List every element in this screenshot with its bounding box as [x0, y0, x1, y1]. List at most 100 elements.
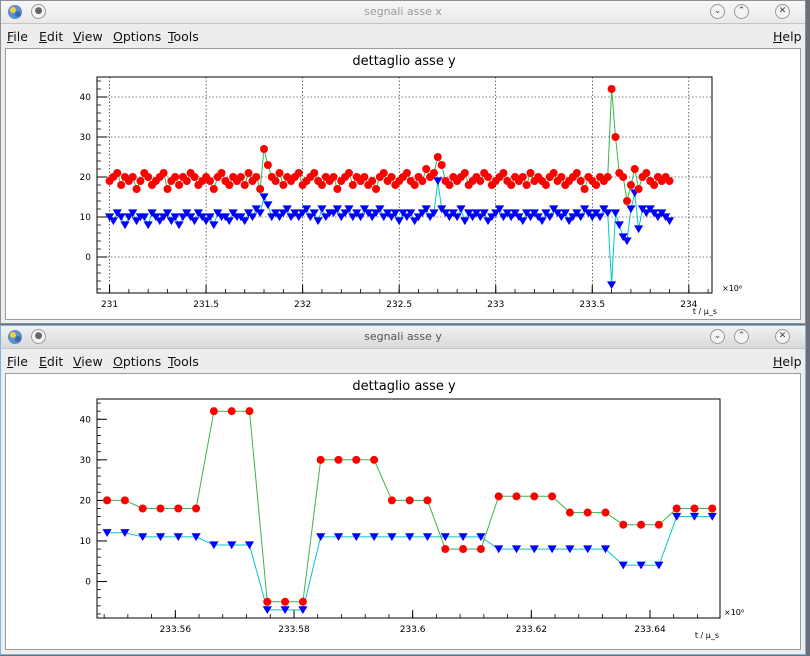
x-tick-label: 231 [101, 300, 118, 310]
blue-triangle [359, 205, 370, 214]
red-point [387, 496, 396, 505]
root-app-icon[interactable] [6, 3, 24, 21]
red-point [530, 492, 539, 501]
pin-icon[interactable]: ● [31, 4, 46, 19]
red-point [557, 173, 566, 181]
blue-triangle [116, 213, 126, 222]
red-point [128, 173, 137, 181]
red-point [159, 169, 168, 177]
blue-triangle [529, 209, 539, 218]
red-point [665, 177, 674, 185]
red-point [623, 197, 632, 205]
blue-triangle [440, 209, 451, 218]
window-title: segnali asse x [364, 5, 442, 18]
pin-icon[interactable]: ● [31, 329, 46, 344]
menu-edit[interactable]: Edit [39, 354, 64, 369]
red-point [252, 173, 261, 181]
blue-triangle [537, 217, 547, 226]
root-canvas[interactable]: dettaglio asse y 233.56 233.58 233.6 233.62… [5, 373, 801, 650]
chart-title: dettaglio asse y [352, 379, 456, 394]
blue-triangle [583, 209, 594, 218]
blue-triangle [247, 213, 258, 222]
red-point [136, 177, 145, 185]
blue-triangle [533, 213, 543, 222]
menu-edit[interactable]: Edit [39, 29, 64, 44]
blue-triangle [467, 213, 478, 222]
red-point [576, 177, 585, 185]
blue-triangle [112, 209, 122, 218]
menu-options[interactable]: Options [113, 29, 162, 44]
menu-view[interactable]: View [73, 354, 103, 369]
menu-tools[interactable]: Tools [168, 29, 199, 44]
blue-triangle [568, 213, 578, 222]
red-point [484, 173, 493, 181]
blue-triangle [124, 213, 134, 222]
red-point [441, 545, 450, 554]
blue-triangle [448, 209, 458, 218]
red-point [619, 520, 628, 529]
blue-triangle [579, 205, 590, 214]
x-tick-label: 231.5 [193, 300, 219, 310]
close-button[interactable]: ✕ [775, 4, 790, 19]
blue-triangle [405, 533, 415, 542]
maximize-button[interactable]: ⌃ [734, 4, 749, 19]
red-point [445, 181, 454, 189]
blue-triangle [576, 213, 586, 222]
menu-file[interactable]: File [7, 29, 28, 44]
red-point [522, 181, 531, 189]
red-point [476, 545, 485, 554]
blue-triangle [622, 237, 632, 246]
blue-triangle [340, 209, 350, 218]
y-tick-label: 10 [80, 537, 92, 547]
menu-tools[interactable]: Tools [168, 354, 199, 369]
chart-overview[interactable]: dettaglio asse y 231 231.5 232 232.5 233 233.… [6, 49, 802, 319]
y-tick-label: 40 [80, 415, 92, 425]
blue-triangle [386, 213, 397, 222]
blue-triangle [173, 533, 183, 542]
blue-triangle [425, 213, 435, 222]
red-point [281, 597, 290, 606]
red-point [138, 504, 147, 513]
blue-triangle [479, 209, 489, 218]
chart-detail[interactable]: dettaglio asse y 233.56 233.58 233.6 233.62… [6, 374, 802, 649]
red-point [370, 455, 379, 464]
blue-triangle [104, 213, 115, 222]
root-canvas[interactable]: dettaglio asse y 231 231.5 232 232.5 233 233.… [5, 48, 801, 320]
blue-triangle [301, 205, 312, 214]
root-app-icon[interactable] [6, 328, 24, 346]
blue-triangle [348, 213, 358, 222]
blue-triangle [317, 205, 327, 214]
minimize-button[interactable]: ⌄ [710, 329, 725, 344]
red-point [672, 504, 681, 513]
menu-help[interactable]: Help [773, 354, 802, 369]
blue-triangle [653, 213, 663, 222]
red-point [459, 545, 468, 554]
red-point [634, 185, 643, 193]
menu-view[interactable]: View [73, 29, 103, 44]
menu-options[interactable]: Options [113, 354, 162, 369]
menu-file[interactable]: File [7, 354, 28, 369]
red-point [476, 177, 485, 185]
x-exponent: ×10⁶ [724, 608, 744, 617]
blue-triangle [506, 213, 516, 222]
blue-triangle [355, 213, 366, 222]
minimize-button[interactable]: ⌄ [710, 4, 725, 19]
red-point [690, 504, 699, 513]
blue-triangle [383, 209, 393, 218]
blue-triangle [636, 561, 646, 570]
blue-triangle [634, 225, 644, 234]
title-bar[interactable]: ● segnali asse y ⌄ ⌃ ✕ [1, 326, 805, 349]
blue-triangle [191, 533, 201, 542]
maximize-button[interactable]: ⌃ [734, 329, 749, 344]
red-point [526, 169, 535, 177]
close-button[interactable]: ✕ [775, 329, 790, 344]
menu-help[interactable]: Help [773, 29, 802, 44]
blue-triangle [518, 217, 528, 226]
blue-triangle [522, 209, 532, 218]
y-tick-label: 20 [80, 173, 92, 183]
blue-triangle [209, 541, 219, 550]
chart-title: dettaglio asse y [352, 54, 456, 69]
red-point [360, 173, 369, 181]
y-tick-label: 40 [80, 93, 92, 103]
title-bar[interactable]: ● segnali asse x ⌄ ⌃ ✕ [1, 1, 805, 24]
